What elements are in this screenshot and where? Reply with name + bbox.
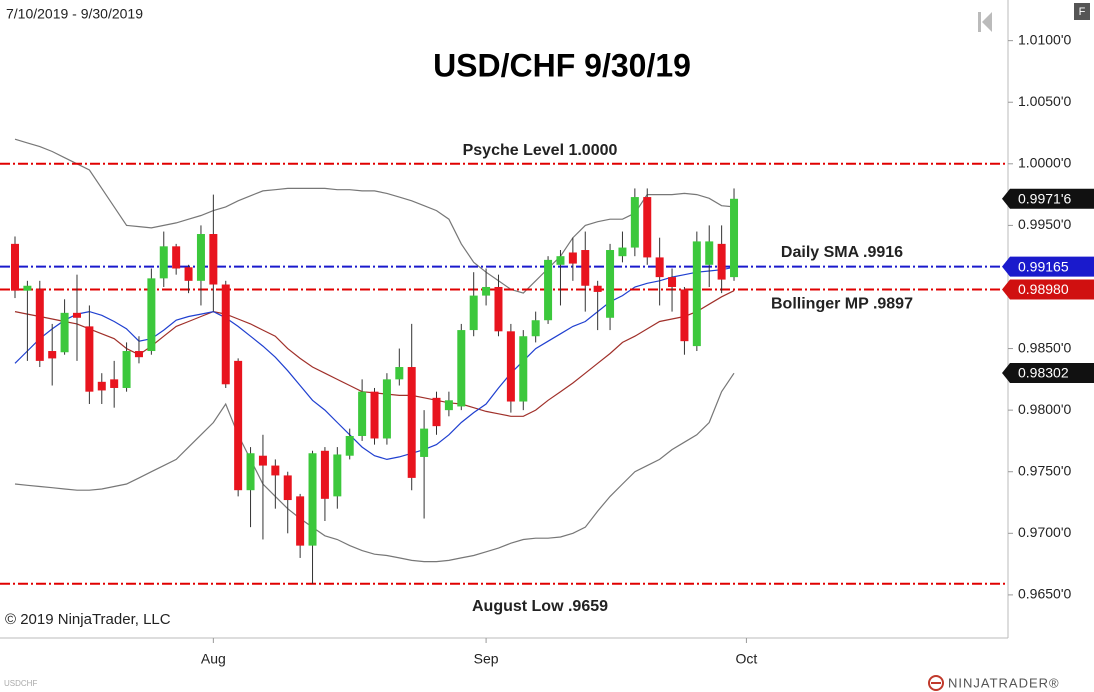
candle-body bbox=[593, 285, 602, 292]
symbol: USDCHF bbox=[4, 679, 37, 688]
price-badge bbox=[1002, 256, 1094, 277]
corner-button-label[interactable]: F bbox=[1079, 6, 1086, 18]
candle-body bbox=[246, 453, 255, 491]
copyright: © 2019 NinjaTrader, LLC bbox=[5, 611, 171, 628]
candle-body bbox=[134, 351, 143, 358]
price-badge bbox=[1002, 188, 1094, 209]
candle-body bbox=[23, 285, 32, 291]
candle-body bbox=[159, 246, 168, 279]
candle-body bbox=[668, 277, 677, 287]
candle-body bbox=[680, 289, 689, 342]
plot-area bbox=[0, 138, 1008, 585]
candle-body bbox=[494, 286, 503, 332]
candle-body bbox=[271, 465, 280, 476]
y-tick-label: 0.9750'0 bbox=[1018, 462, 1071, 478]
candle-body bbox=[531, 320, 540, 337]
candle-body bbox=[370, 391, 379, 439]
candle-body bbox=[444, 400, 453, 411]
candle-body bbox=[692, 241, 701, 347]
y-tick-label: 0.9950'0 bbox=[1018, 216, 1071, 232]
y-tick-label: 0.9800'0 bbox=[1018, 401, 1071, 417]
candle-body bbox=[35, 289, 44, 361]
candle-body bbox=[407, 367, 416, 478]
candle-body bbox=[48, 351, 57, 359]
level-label: Psyche Level 1.0000 bbox=[463, 142, 618, 159]
price-badge bbox=[1002, 279, 1094, 300]
candle-body bbox=[432, 397, 441, 427]
candle-body bbox=[172, 246, 181, 269]
candle-body bbox=[482, 286, 491, 296]
price-badge-label: 0.98302 bbox=[1018, 365, 1069, 381]
candle-body bbox=[630, 197, 639, 248]
candle-body bbox=[717, 243, 726, 280]
level-label: Bollinger MP .9897 bbox=[771, 296, 913, 313]
candle-body bbox=[556, 256, 565, 265]
brand-name: NINJATRADER® bbox=[948, 675, 1060, 690]
candle-body bbox=[308, 453, 317, 546]
candle-body bbox=[221, 284, 230, 385]
jump-to-end-icon[interactable] bbox=[978, 12, 992, 32]
candle-body bbox=[420, 428, 429, 457]
corner-button[interactable] bbox=[1074, 3, 1090, 20]
candle-body bbox=[506, 331, 515, 402]
candle-body bbox=[395, 367, 404, 380]
x-tick-label: Sep bbox=[474, 651, 499, 667]
candle-body bbox=[147, 278, 156, 352]
candle-body bbox=[72, 312, 81, 318]
candle-body bbox=[581, 250, 590, 286]
x-tick-label: Aug bbox=[201, 651, 226, 667]
y-tick-label: 0.9700'0 bbox=[1018, 524, 1071, 540]
candle-body bbox=[519, 336, 528, 402]
overlay-line bbox=[14, 266, 735, 461]
y-tick-label: 1.0000'0 bbox=[1018, 155, 1071, 171]
candle-body bbox=[110, 379, 119, 388]
candle-body bbox=[60, 312, 69, 353]
y-tick-label: 0.9650'0 bbox=[1018, 586, 1071, 602]
price-badge-label: 0.99165 bbox=[1018, 258, 1069, 274]
candle-body bbox=[606, 250, 615, 318]
x-tick-label: Oct bbox=[736, 651, 758, 667]
candle-body bbox=[196, 234, 205, 281]
candle-body bbox=[333, 454, 342, 497]
candle-body bbox=[568, 252, 577, 264]
candle-body bbox=[209, 234, 218, 285]
candle-body bbox=[296, 496, 305, 546]
candle-body bbox=[345, 436, 354, 456]
date-range: 7/10/2019 - 9/30/2019 bbox=[6, 6, 143, 22]
candle-body bbox=[258, 455, 267, 466]
candle-body bbox=[320, 450, 329, 499]
candle-body bbox=[618, 247, 627, 257]
y-tick-label: 1.0050'0 bbox=[1018, 93, 1071, 109]
candle-body bbox=[382, 379, 391, 439]
candle-body bbox=[97, 381, 106, 391]
level-label: August Low .9659 bbox=[472, 598, 608, 615]
candle-body bbox=[358, 391, 367, 437]
candle-body bbox=[85, 326, 94, 392]
price-badge-label: 0.98980 bbox=[1018, 281, 1069, 297]
level-label: Daily SMA .9916 bbox=[781, 244, 903, 261]
candle-body bbox=[184, 267, 193, 281]
overlay-line bbox=[14, 138, 735, 294]
y-tick-label: 0.9850'0 bbox=[1018, 339, 1071, 355]
candle-body bbox=[234, 360, 243, 491]
candle-body bbox=[457, 330, 466, 407]
brand-logo bbox=[928, 675, 944, 691]
y-tick-label: 1.0100'0 bbox=[1018, 31, 1071, 47]
overlay-line bbox=[14, 372, 735, 563]
candle-body bbox=[643, 197, 652, 258]
candle-body bbox=[11, 243, 20, 291]
candle-body bbox=[705, 241, 714, 265]
candle-body bbox=[122, 351, 131, 388]
candle-body bbox=[283, 475, 292, 501]
price-badge bbox=[1002, 362, 1094, 383]
candle-body bbox=[469, 295, 478, 331]
chart-title: USD/CHF 9/30/19 bbox=[433, 47, 691, 83]
price-badge-label: 0.9971'6 bbox=[1018, 190, 1071, 206]
candle-body bbox=[544, 259, 553, 321]
candle-body bbox=[730, 198, 739, 278]
candle-body bbox=[655, 257, 664, 278]
